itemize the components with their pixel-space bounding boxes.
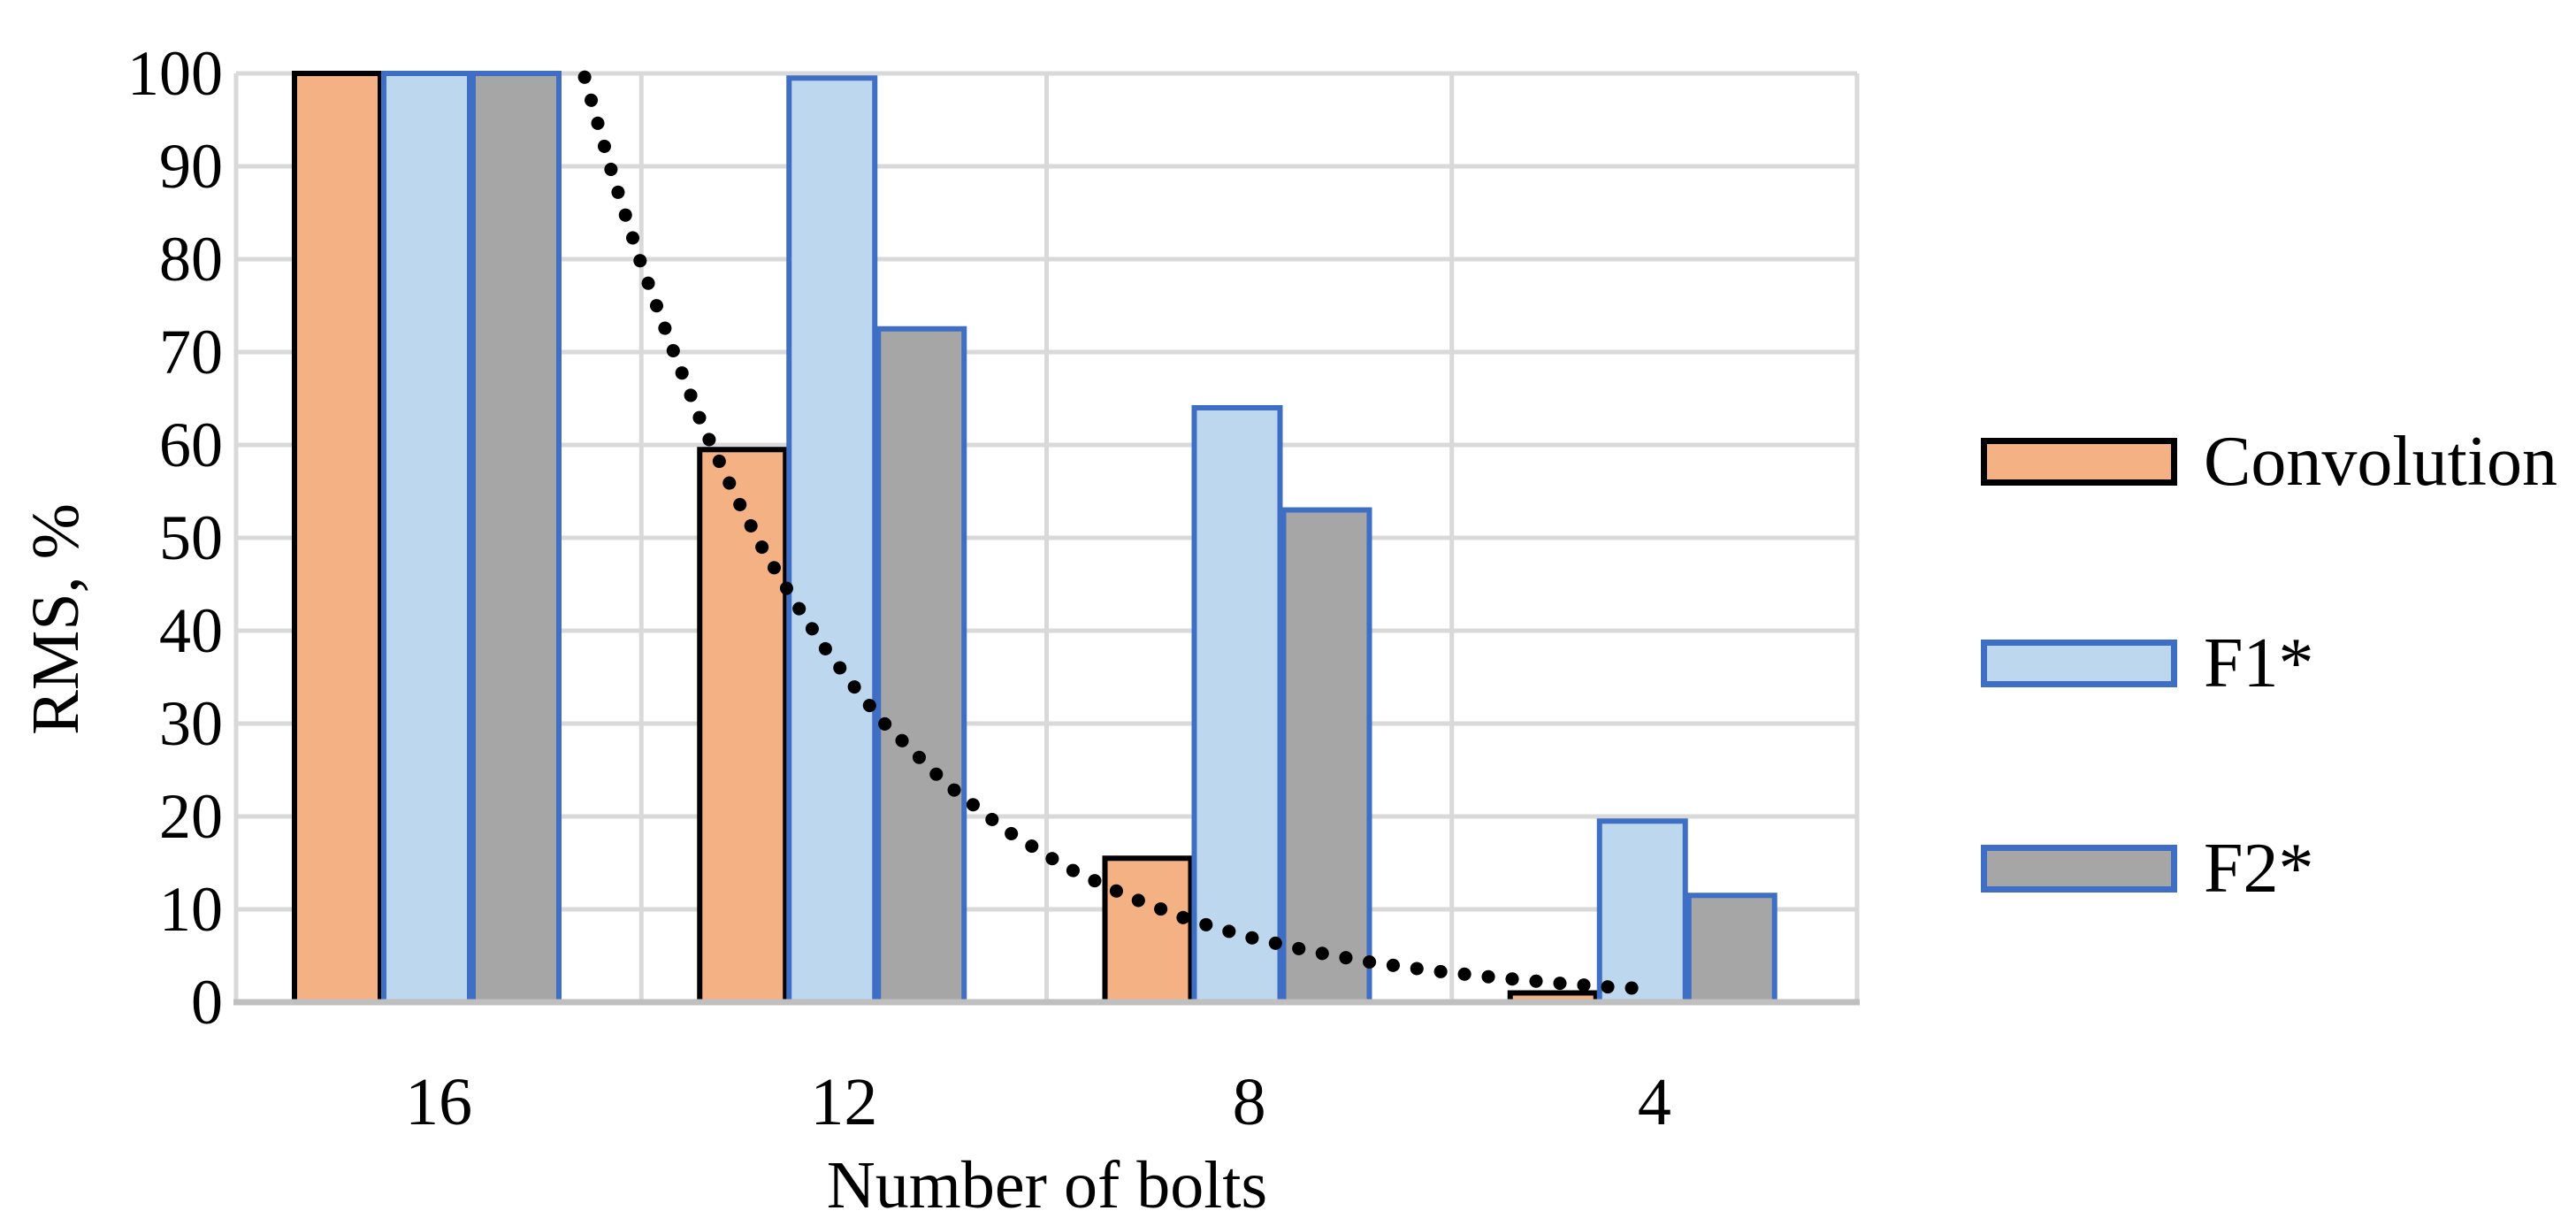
y-tick-label: 100 — [127, 38, 223, 109]
x-tick-label: 12 — [810, 1065, 878, 1139]
bar-convolution-16 — [292, 71, 383, 1005]
x-tick-label: 4 — [1637, 1065, 1671, 1139]
legend-item-f2: F2* — [1981, 833, 2314, 904]
y-tick-label: 50 — [159, 502, 223, 573]
bar-f1-12 — [786, 75, 878, 1005]
convolution-swatch — [1981, 438, 2177, 486]
f1-swatch — [1981, 640, 2177, 687]
y-tick-label: 40 — [159, 595, 223, 666]
f2-swatch — [1981, 845, 2177, 893]
bar-f2-12 — [875, 326, 967, 1005]
bar-convolution-12 — [697, 447, 789, 1005]
legend-item-f1: F1* — [1981, 628, 2314, 699]
x-tick-label: 8 — [1232, 1065, 1266, 1139]
y-tick-label: 70 — [159, 317, 223, 387]
y-tick-label: 20 — [159, 781, 223, 852]
y-tick-label: 10 — [159, 874, 223, 945]
bar-f1-8 — [1191, 405, 1283, 1005]
legend-label: F2* — [2204, 830, 2314, 908]
bar-f2-16 — [470, 71, 562, 1005]
bar-f1-16 — [381, 71, 472, 1005]
legend-label: Convolution — [2204, 423, 2558, 501]
bars — [292, 71, 1777, 1005]
y-tick-label: 80 — [159, 224, 223, 295]
y-tick-label: 60 — [159, 410, 223, 480]
y-tick-label: 30 — [159, 688, 223, 759]
legend-item-convolution: Convolution — [1981, 426, 2557, 497]
x-axis-title: Number of bolts — [826, 1148, 1268, 1222]
bar-convolution-8 — [1102, 855, 1194, 1005]
bar-f2-4 — [1685, 893, 1777, 1005]
y-tick-label: 90 — [159, 131, 223, 202]
bar-f1-4 — [1596, 818, 1688, 1005]
legend-label: F1* — [2204, 624, 2314, 702]
bar-f2-8 — [1280, 507, 1372, 1005]
y-tick-label: 0 — [191, 967, 223, 1038]
x-tick-label: 16 — [405, 1065, 473, 1139]
